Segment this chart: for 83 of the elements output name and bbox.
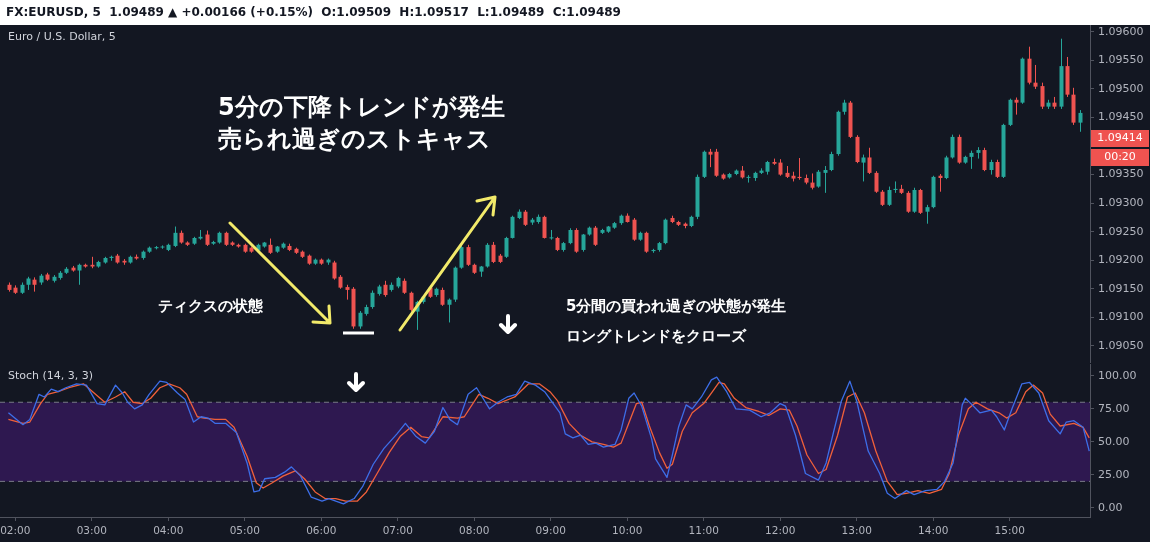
- x-tick-label: 04:00: [153, 524, 184, 537]
- y-tick-label: 100.00: [1098, 368, 1137, 382]
- candlestick: [332, 260, 337, 281]
- candlestick: [708, 148, 713, 168]
- y-tick-label: 1.09200: [1098, 253, 1144, 267]
- candlestick: [593, 225, 598, 247]
- y-tick-label: 25.00: [1098, 467, 1130, 481]
- x-tick-label: 05:00: [229, 524, 260, 537]
- y-tick-label: 0.00: [1098, 500, 1123, 514]
- candlestick: [466, 244, 471, 267]
- candlestick: [542, 215, 547, 240]
- x-tick-label: 15:00: [994, 524, 1025, 537]
- y-tick-label: 50.00: [1098, 434, 1130, 448]
- candlestick: [925, 204, 930, 225]
- x-tick-label: 11:00: [688, 524, 719, 537]
- x-tick-label: 13:00: [841, 524, 872, 537]
- candlestick: [1040, 82, 1045, 110]
- candlestick: [944, 155, 949, 180]
- candlestick: [485, 242, 490, 269]
- y-tick-label: 1.09250: [1098, 224, 1144, 238]
- text: Stoch (14, 3, 3): [8, 369, 94, 382]
- candlestick: [370, 289, 375, 310]
- annotation: 売られ過ぎのストキャス: [218, 125, 491, 153]
- y-tick-label: 1.09150: [1098, 281, 1144, 295]
- candlestick: [504, 236, 509, 259]
- candlestick: [440, 287, 445, 307]
- candlestick: [447, 297, 452, 323]
- candlestick: [459, 245, 464, 270]
- candlestick: [714, 148, 719, 178]
- x-tick-label: 10:00: [612, 524, 643, 537]
- x-tick-label: 02:00: [0, 524, 31, 537]
- text: Euro / U.S. Dollar, 5: [8, 30, 116, 43]
- candlestick: [644, 231, 649, 254]
- y-tick-label: 1.09300: [1098, 195, 1144, 209]
- candlestick: [982, 147, 987, 172]
- x-tick-label: 09:00: [535, 524, 566, 537]
- candlestick: [969, 150, 974, 170]
- annotation: 5分間の買われ過ぎの状態が発生: [566, 297, 787, 315]
- candlestick: [1033, 64, 1038, 90]
- x-tick-label: 03:00: [76, 524, 107, 537]
- chart-title: FX:EURUSD, 5 1.09489 ▲ +0.00166 (+0.15%) O:1.09509 H:1.09517 L:1.09489 C:1.09489: [0, 0, 1150, 25]
- candlestick: [491, 241, 496, 264]
- candlestick: [160, 244, 165, 250]
- y-tick-label: 1.09050: [1098, 338, 1144, 352]
- candlestick: [574, 227, 579, 254]
- candlestick: [746, 174, 751, 184]
- x-tick-label: 14:00: [918, 524, 949, 537]
- y-tick-label: 1.09600: [1098, 24, 1144, 38]
- candlestick: [632, 217, 637, 242]
- candlestick: [861, 154, 866, 182]
- candlestick: [829, 151, 834, 172]
- annotation: 5分の下降トレンドが発生: [218, 93, 505, 121]
- x-tick-label: 08:00: [459, 524, 490, 537]
- candlestick: [874, 170, 879, 194]
- candlestick: [823, 165, 828, 194]
- y-tick-label: 1.09550: [1098, 53, 1144, 67]
- candlestick: [549, 229, 554, 241]
- candlestick: [663, 218, 668, 245]
- annotation: ティクスの状態: [158, 297, 264, 315]
- candlestick: [867, 147, 872, 175]
- x-tick-label: 06:00: [306, 524, 337, 537]
- y-tick-label: 1.09350: [1098, 167, 1144, 181]
- candlestick: [409, 291, 414, 313]
- candlestick: [173, 226, 178, 248]
- candlestick: [950, 134, 955, 160]
- text: 1.09414: [1097, 130, 1143, 144]
- candlestick: [912, 187, 917, 214]
- candlestick: [918, 188, 923, 215]
- annotation: ロングトレンドをクローズ: [566, 327, 747, 345]
- candlestick: [995, 159, 1000, 179]
- x-tick-label: 07:00: [382, 524, 413, 537]
- y-tick-label: 1.09500: [1098, 81, 1144, 95]
- candlestick: [510, 215, 515, 240]
- y-tick-label: 1.09100: [1098, 310, 1144, 324]
- y-tick-label: 75.00: [1098, 401, 1130, 415]
- y-tick-label: 1.09450: [1098, 110, 1144, 124]
- candlestick: [906, 190, 911, 214]
- x-tick-label: 12:00: [765, 524, 796, 537]
- candlestick: [1027, 46, 1032, 85]
- text: 00:20: [1104, 149, 1136, 163]
- candlestick: [77, 263, 82, 286]
- candlestick: [1078, 109, 1083, 133]
- candlestick: [887, 186, 892, 207]
